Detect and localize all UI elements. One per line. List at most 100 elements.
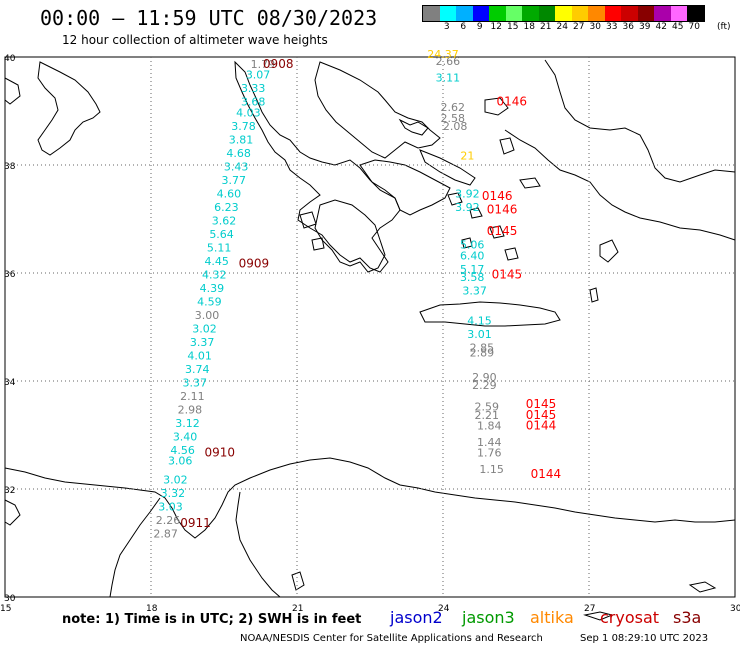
wave-height-value: 3.58 (460, 271, 485, 284)
island-south-1 (291, 571, 305, 591)
wave-height-value: 2.26 (156, 514, 181, 527)
page-title: 00:00 – 11:59 UTC 08/30/2023 (40, 6, 378, 30)
legend-swatch (571, 6, 588, 21)
island-rhodes (599, 239, 619, 263)
coast-gulf-sirte (109, 497, 161, 598)
wave-height-value: 3.92 (455, 201, 480, 214)
legend-label: 24 (556, 22, 568, 32)
legend-swatch (588, 6, 605, 21)
wave-height-value: 3.37 (190, 336, 215, 349)
legend-swatch (538, 6, 555, 21)
wave-height-value: 2.90 (472, 371, 497, 384)
legend-label: 3 (443, 22, 450, 32)
island-cyclades-3 (489, 225, 505, 239)
legend-swatch (654, 6, 671, 21)
wave-height-value: 3.33 (241, 82, 266, 95)
coast-peloponnese (314, 199, 386, 273)
legend-label: 21 (540, 22, 552, 32)
pass-time-label: 0146 (497, 95, 528, 109)
pass-time-label: 0910 (205, 446, 236, 460)
wave-height-value: 2.62 (440, 101, 465, 114)
wave-height-value: 3.12 (175, 417, 200, 430)
legend-label: 27 (573, 22, 585, 32)
wave-height-value: 2.98 (178, 403, 203, 416)
wave-height-value: 4.39 (200, 282, 225, 295)
coast-italy-heel (4, 77, 21, 105)
satellite-s3a: s3a (673, 608, 702, 627)
coast-albania-greece (234, 60, 401, 273)
island-cyclades-2 (469, 207, 483, 219)
island-cyclades-1 (447, 192, 463, 206)
legend-swatch (472, 6, 489, 21)
legend-label: 36 (622, 22, 634, 32)
wave-height-value: 2.58 (440, 112, 465, 125)
wave-height-value: 3.02 (192, 322, 217, 335)
coast-bay (235, 491, 281, 598)
wave-height-value: 2.21 (475, 409, 500, 422)
wave-height-value: 3.01 (467, 328, 492, 341)
wave-height-value: 3.32 (161, 487, 186, 500)
island-zakynthos (311, 237, 325, 251)
legend-swatch (604, 6, 621, 21)
coast-turkey-south (504, 129, 736, 241)
legend-swatch (456, 6, 473, 21)
lon-tick-label: 18 (146, 604, 158, 614)
wave-height-value: 4.45 (204, 255, 229, 268)
lon-tick-label: 27 (584, 604, 595, 614)
island-chios (499, 137, 515, 155)
pass-time-label: 0908 (263, 57, 294, 71)
legend-label: 45 (672, 22, 684, 32)
wave-height-value: 3.06 (168, 455, 193, 468)
wave-height-value: 2.59 (475, 401, 500, 414)
legend-label: 70 (688, 22, 700, 32)
wave-height-value: 2.89 (470, 347, 495, 360)
lon-tick-label: 15 (0, 604, 11, 614)
coast-attica (359, 159, 451, 216)
wave-height-value: 3.92 (455, 187, 480, 200)
wave-height-value: 2.87 (153, 528, 178, 541)
wave-height-value: 6.40 (460, 250, 485, 263)
lat-tick-label: 36 (4, 270, 16, 280)
legend-label: 42 (655, 22, 667, 32)
wave-height-value: 3.07 (246, 69, 271, 82)
lat-tick-label: 30 (4, 594, 16, 604)
coast-chalkidiki (398, 118, 429, 136)
track-east: 24.372.66 3.11 2.622.582.08 21 3.923.92 5.066… (427, 48, 504, 476)
legend-label: 15 (507, 22, 519, 32)
legend-label: 9 (476, 22, 483, 32)
island-south-3 (688, 581, 717, 593)
island-karpathos (589, 287, 599, 303)
pass-time-label: 0909 (239, 257, 270, 271)
wave-height-value: 3.78 (231, 120, 256, 133)
island-lesvos (484, 97, 509, 116)
legend-swatch (423, 6, 440, 21)
map-frame (4, 56, 736, 598)
wave-height-value: 5.17 (460, 263, 485, 276)
wave-height-value: 3.02 (163, 474, 188, 487)
island-kefalonia (299, 211, 317, 229)
coast-crete (419, 301, 561, 327)
color-legend (422, 5, 705, 22)
pass-time-label: 0145 (492, 267, 523, 281)
wave-height-value: 24.37 (427, 48, 459, 61)
wave-height-value: 2.66 (436, 55, 461, 68)
coast-italy (37, 61, 101, 156)
legend-swatch (621, 6, 638, 21)
wave-height-value: 5.06 (460, 239, 485, 252)
wave-height-value: 3.68 (241, 96, 266, 109)
pass-time-label: 0145 (526, 397, 557, 411)
wave-height-value: 4.68 (226, 147, 251, 160)
coast-north-greece (314, 61, 441, 159)
pass-time-label: 0145 (487, 224, 518, 238)
pass-time-label: 0146 (482, 189, 513, 203)
island-south-2 (583, 611, 614, 621)
wave-height-value: 3.81 (229, 133, 254, 146)
wave-height-value: 3.62 (212, 214, 237, 227)
wave-height-value: 1.84 (477, 420, 502, 433)
wave-height-value: 3.37 (183, 376, 208, 389)
legend-swatch (439, 6, 456, 21)
wave-height-value: 21 (460, 150, 474, 163)
legend-swatch (687, 6, 704, 21)
legend-swatch (489, 6, 506, 21)
